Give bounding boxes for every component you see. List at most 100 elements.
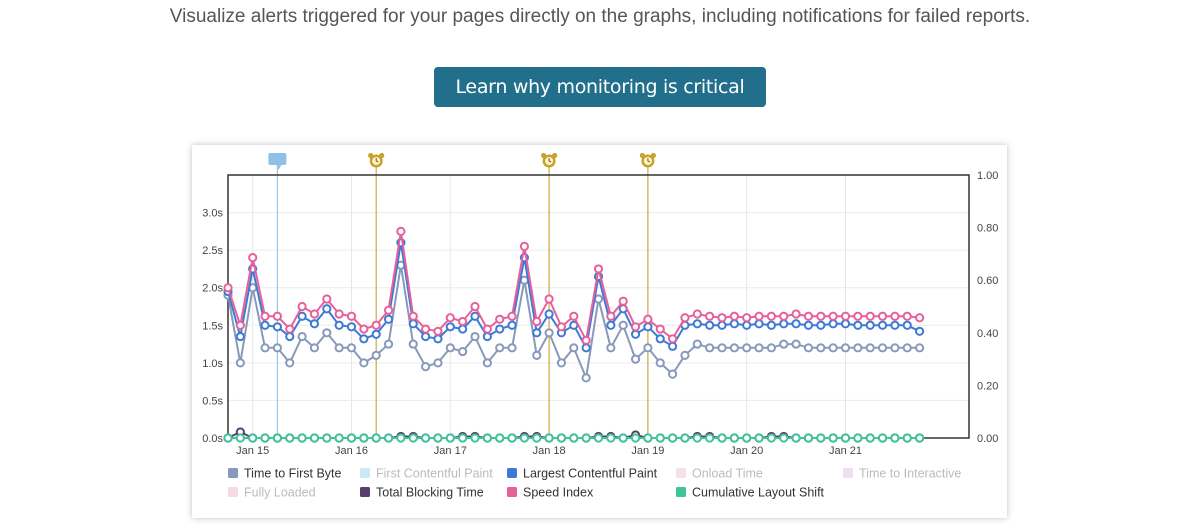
cumulative-layout-shift-point[interactable] xyxy=(581,433,591,443)
cumulative-layout-shift-point[interactable] xyxy=(532,433,542,443)
speed-index-point[interactable] xyxy=(803,311,814,321)
speed-index-point[interactable] xyxy=(322,294,332,304)
time-to-first-byte-point[interactable] xyxy=(606,343,616,353)
largest-contentful-paint-point[interactable] xyxy=(655,334,665,344)
largest-contentful-paint-point[interactable] xyxy=(705,320,715,330)
largest-contentful-paint-point[interactable] xyxy=(433,334,443,344)
speed-index-point[interactable] xyxy=(630,322,641,332)
time-to-first-byte-point[interactable] xyxy=(359,358,369,368)
cumulative-layout-shift-point[interactable] xyxy=(668,433,678,443)
time-to-first-byte-point[interactable] xyxy=(643,343,653,353)
time-to-first-byte-point[interactable] xyxy=(285,358,295,368)
cumulative-layout-shift-point[interactable] xyxy=(285,433,295,443)
time-to-first-byte-point[interactable] xyxy=(445,343,455,353)
speed-index-point[interactable] xyxy=(655,324,665,334)
largest-contentful-paint-point[interactable] xyxy=(643,322,653,332)
legend-item-fully-loaded[interactable]: Fully Loaded xyxy=(228,486,316,500)
speed-index-point[interactable] xyxy=(643,314,653,324)
speed-index-point[interactable] xyxy=(544,294,554,304)
cumulative-layout-shift-point[interactable] xyxy=(346,433,357,443)
largest-contentful-paint-point[interactable] xyxy=(495,324,505,334)
speed-index-point[interactable] xyxy=(260,311,270,321)
largest-contentful-paint-point[interactable] xyxy=(717,320,727,330)
largest-contentful-paint-point[interactable] xyxy=(840,319,851,329)
speed-index-point[interactable] xyxy=(346,311,357,321)
time-to-first-byte-point[interactable] xyxy=(754,343,764,353)
cumulative-layout-shift-point[interactable] xyxy=(396,433,406,443)
legend-item-time-to-interactive[interactable]: Time to Interactive xyxy=(843,467,961,481)
largest-contentful-paint-point[interactable] xyxy=(285,331,295,342)
time-to-first-byte-point[interactable] xyxy=(346,343,357,353)
speed-index-point[interactable] xyxy=(396,226,406,236)
cumulative-layout-shift-point[interactable] xyxy=(297,433,307,443)
time-to-first-byte-point[interactable] xyxy=(840,343,851,353)
cumulative-layout-shift-point[interactable] xyxy=(606,433,616,443)
cumulative-layout-shift-point[interactable] xyxy=(507,433,517,443)
speed-index-point[interactable] xyxy=(618,296,628,306)
time-to-first-byte-point[interactable] xyxy=(902,343,912,353)
speed-index-point[interactable] xyxy=(507,311,517,321)
cumulative-layout-shift-point[interactable] xyxy=(458,433,468,443)
largest-contentful-paint-point[interactable] xyxy=(915,326,925,336)
cumulative-layout-shift-point[interactable] xyxy=(482,433,492,443)
time-to-first-byte-point[interactable] xyxy=(729,343,739,353)
cumulative-layout-shift-point[interactable] xyxy=(692,433,702,443)
speed-index-point[interactable] xyxy=(556,322,567,332)
legend-item-largest-contentful-paint[interactable]: Largest Contentful Paint xyxy=(507,467,658,481)
time-to-first-byte-point[interactable] xyxy=(828,343,838,353)
speed-index-point[interactable] xyxy=(791,309,801,319)
alarm-clock-icon[interactable] xyxy=(541,152,558,168)
speed-index-point[interactable] xyxy=(371,320,381,330)
largest-contentful-paint-point[interactable] xyxy=(309,319,320,329)
largest-contentful-paint-point[interactable] xyxy=(445,322,455,332)
speed-index-point[interactable] xyxy=(532,316,542,327)
largest-contentful-paint-point[interactable] xyxy=(630,329,641,339)
cumulative-layout-shift-point[interactable] xyxy=(408,433,418,443)
cumulative-layout-shift-point[interactable] xyxy=(853,433,863,443)
cumulative-layout-shift-point[interactable] xyxy=(915,433,925,443)
cumulative-layout-shift-point[interactable] xyxy=(322,433,332,443)
cumulative-layout-shift-point[interactable] xyxy=(742,433,752,443)
largest-contentful-paint-point[interactable] xyxy=(260,320,270,330)
largest-contentful-paint-point[interactable] xyxy=(853,320,863,330)
time-to-first-byte-point[interactable] xyxy=(272,343,283,353)
largest-contentful-paint-point[interactable] xyxy=(816,320,826,330)
cumulative-layout-shift-point[interactable] xyxy=(470,433,480,443)
alarm-clock-icon[interactable] xyxy=(368,152,385,168)
time-to-first-byte-point[interactable] xyxy=(235,358,245,368)
cumulative-layout-shift-point[interactable] xyxy=(754,433,764,443)
cumulative-layout-shift-point[interactable] xyxy=(618,433,628,443)
cumulative-layout-shift-point[interactable] xyxy=(371,433,381,443)
largest-contentful-paint-point[interactable] xyxy=(421,331,431,342)
largest-contentful-paint-point[interactable] xyxy=(803,320,814,330)
cumulative-layout-shift-point[interactable] xyxy=(593,433,604,443)
cumulative-layout-shift-point[interactable] xyxy=(791,433,801,443)
time-to-first-byte-point[interactable] xyxy=(865,343,875,353)
speed-index-point[interactable] xyxy=(569,311,579,321)
time-to-first-byte-point[interactable] xyxy=(482,358,492,368)
speed-index-point[interactable] xyxy=(445,313,455,323)
cumulative-layout-shift-point[interactable] xyxy=(766,433,777,443)
cumulative-layout-shift-point[interactable] xyxy=(421,433,431,443)
speed-index-point[interactable] xyxy=(359,324,369,334)
time-to-first-byte-point[interactable] xyxy=(630,354,641,364)
cumulative-layout-shift-point[interactable] xyxy=(359,433,369,443)
cumulative-layout-shift-point[interactable] xyxy=(519,433,529,443)
time-to-first-byte-point[interactable] xyxy=(766,343,777,353)
largest-contentful-paint-point[interactable] xyxy=(729,319,739,329)
speed-index-point[interactable] xyxy=(779,311,789,321)
cumulative-layout-shift-point[interactable] xyxy=(248,433,258,443)
time-to-first-byte-point[interactable] xyxy=(655,358,665,368)
speed-index-point[interactable] xyxy=(692,309,702,319)
speed-index-point[interactable] xyxy=(383,305,394,315)
largest-contentful-paint-point[interactable] xyxy=(877,320,888,330)
time-to-first-byte-point[interactable] xyxy=(618,320,628,330)
cumulative-layout-shift-point[interactable] xyxy=(544,433,554,443)
speed-index-point[interactable] xyxy=(705,311,715,321)
cumulative-layout-shift-point[interactable] xyxy=(828,433,838,443)
largest-contentful-paint-point[interactable] xyxy=(865,320,875,330)
time-to-first-byte-point[interactable] xyxy=(408,339,418,349)
cumulative-layout-shift-point[interactable] xyxy=(223,433,233,443)
time-to-first-byte-point[interactable] xyxy=(803,343,814,353)
cumulative-layout-shift-point[interactable] xyxy=(334,433,344,443)
